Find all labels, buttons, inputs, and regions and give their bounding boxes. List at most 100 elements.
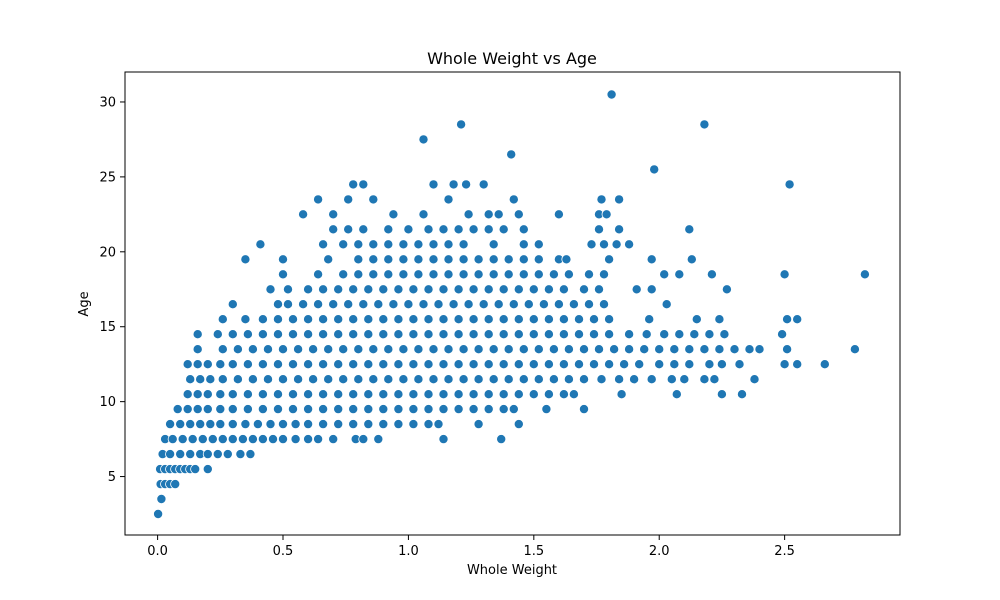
scatter-point — [438, 404, 449, 415]
scatter-point — [498, 224, 509, 235]
scatter-point — [313, 299, 324, 310]
scatter-point — [318, 284, 329, 295]
scatter-point — [513, 329, 524, 340]
scatter-point — [428, 269, 439, 280]
scatter-point — [483, 284, 494, 295]
scatter-point — [644, 314, 655, 325]
scatter-point — [563, 269, 574, 280]
scatter-point — [358, 224, 369, 235]
scatter-point — [456, 119, 467, 130]
scatter-point — [197, 434, 208, 445]
scatter-point — [428, 374, 439, 385]
scatter-point — [408, 284, 419, 295]
scatter-point — [649, 164, 660, 175]
scatter-point — [779, 359, 790, 370]
scatter-point — [383, 344, 394, 355]
scatter-point — [277, 344, 288, 355]
y-axis-ticks: 5 10 15 20 25 30 — [99, 95, 125, 485]
scatter-point — [684, 344, 695, 355]
scatter-point — [428, 179, 439, 190]
scatter-point — [443, 269, 454, 280]
scatter-point — [257, 314, 268, 325]
scatter-point — [303, 284, 314, 295]
scatter-point — [368, 254, 379, 265]
scatter-point — [684, 359, 695, 370]
scatter-point — [596, 194, 607, 205]
scatter-point — [277, 269, 288, 280]
scatter-point — [423, 314, 434, 325]
scatter-point — [313, 194, 324, 205]
scatter-point — [461, 179, 472, 190]
scatter-point — [498, 404, 509, 415]
scatter-point — [543, 314, 554, 325]
scatter-point — [488, 269, 499, 280]
scatter-point — [423, 359, 434, 370]
scatter-point — [378, 284, 389, 295]
scatter-point — [156, 493, 167, 504]
scatter-point — [604, 329, 615, 340]
scatter-point — [704, 359, 715, 370]
scatter-point — [669, 359, 680, 370]
scatter-point — [227, 299, 238, 310]
scatter-point — [859, 269, 870, 280]
scatter-point — [679, 374, 690, 385]
scatter-point — [313, 269, 324, 280]
scatter-point — [496, 434, 507, 445]
scatter-point — [383, 269, 394, 280]
scatter-point — [175, 449, 186, 460]
scatter-point — [671, 389, 682, 400]
scatter-point — [478, 179, 489, 190]
scatter-point — [303, 419, 314, 430]
scatter-point — [488, 239, 499, 250]
scatter-point — [185, 419, 196, 430]
scatter-point — [343, 194, 354, 205]
scatter-point — [493, 209, 504, 220]
scatter-point — [749, 374, 760, 385]
scatter-point — [584, 269, 595, 280]
scatter-point — [709, 374, 720, 385]
scatter-point — [338, 239, 349, 250]
scatter-point — [646, 284, 657, 295]
scatter-point — [247, 374, 258, 385]
plot-area-frame — [124, 71, 901, 536]
scatter-point — [333, 419, 344, 430]
scatter-point — [599, 239, 610, 250]
scatter-point — [574, 359, 585, 370]
scatter-point — [563, 344, 574, 355]
scatter-point — [378, 329, 389, 340]
scatter-point — [277, 374, 288, 385]
scatter-point — [503, 269, 514, 280]
scatter-point — [518, 269, 529, 280]
scatter-point — [403, 299, 414, 310]
scatter-point — [699, 344, 710, 355]
scatter-point — [729, 344, 740, 355]
scatter-point — [290, 434, 301, 445]
scatter-point — [754, 344, 765, 355]
scatter-point — [483, 389, 494, 400]
scatter-point — [594, 224, 605, 235]
scatter-point — [503, 374, 514, 385]
scatter-point — [185, 449, 196, 460]
scatter-point — [165, 449, 176, 460]
scatter-point — [541, 404, 552, 415]
scatter-point — [463, 209, 474, 220]
scatter-point — [393, 284, 404, 295]
scatter-point — [242, 389, 253, 400]
scatter-point — [247, 344, 258, 355]
scatter-point — [265, 419, 276, 430]
scatter-point — [604, 359, 615, 370]
scatter-point — [215, 359, 226, 370]
scatter-point — [691, 314, 702, 325]
scatter-point — [303, 404, 314, 415]
scatter-point — [483, 224, 494, 235]
y-tick-label: 10 — [99, 395, 116, 410]
scatter-point — [413, 374, 424, 385]
scatter-point — [363, 419, 374, 430]
scatter-point — [654, 344, 665, 355]
scatter-point — [257, 359, 268, 370]
x-tick-label: 0.0 — [147, 544, 168, 559]
scatter-point — [506, 149, 517, 160]
scatter-point — [579, 374, 590, 385]
scatter-point — [468, 224, 479, 235]
scatter-point — [508, 194, 519, 205]
